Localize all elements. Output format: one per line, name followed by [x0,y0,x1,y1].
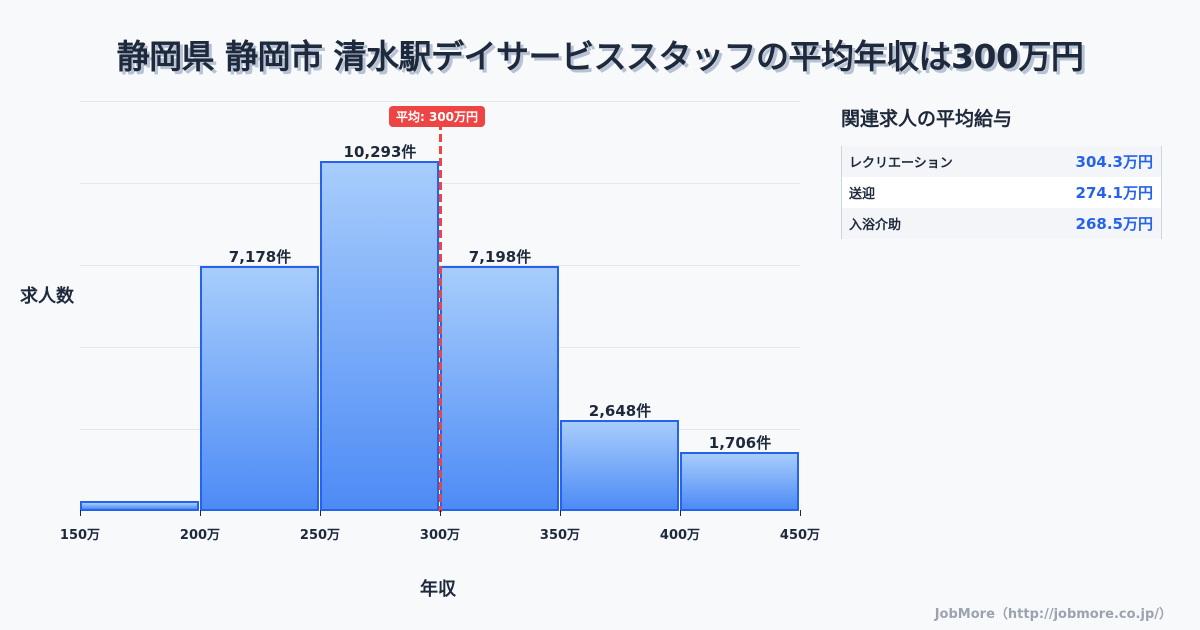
x-tick [440,510,441,516]
bar-400-450[interactable] [680,452,799,511]
related-job-name: レクリエーション [849,156,953,171]
histogram-chart: 求人数 7,178件 10,293件 7,198件 2,648件 1,706件 … [20,101,820,600]
footer-credit: JobMore（http://jobmore.co.jp/） [934,607,1172,622]
page-title: 静岡県 静岡市 清水駅デイサービススタッフの平均年収は300万円 [116,37,1084,76]
related-salary-row[interactable]: レクリエーション 304.3万円 [842,146,1161,177]
related-job-salary: 304.3万円 [1075,153,1153,171]
bar-250-300[interactable] [320,161,439,511]
x-tick-label: 150万 [59,528,101,543]
average-line [439,122,442,512]
related-job-salary: 268.5万円 [1075,215,1153,233]
related-salary-row[interactable]: 入浴介助 268.5万円 [842,208,1161,239]
x-tick-label: 450万 [779,528,821,543]
related-salary-row[interactable]: 送迎 274.1万円 [842,177,1161,208]
bar-value-label: 1,706件 [708,434,772,452]
x-tick [560,510,561,516]
related-salary-title: 関連求人の平均給与 [841,108,1013,130]
x-tick [800,510,801,516]
bar-150-200[interactable] [80,501,199,511]
x-tick [200,510,201,516]
x-tick [320,510,321,516]
x-axis-label: 年収 [420,579,456,600]
average-badge: 平均: 300万円 [389,106,486,127]
x-tick [80,510,81,516]
gridline [80,101,800,102]
x-tick [680,510,681,516]
related-job-name: 入浴介助 [849,218,902,233]
y-axis-label: 求人数 [20,286,74,307]
related-salary-table: レクリエーション 304.3万円 送迎 274.1万円 入浴介助 268.5万円 [841,146,1162,239]
x-tick-label: 250万 [299,528,341,543]
x-tick-label: 300万 [419,528,461,543]
related-job-salary: 274.1万円 [1075,184,1153,202]
bar-350-400[interactable] [560,420,679,511]
bar-value-label: 7,198件 [468,248,532,266]
x-tick-label: 400万 [659,528,701,543]
bar-200-250[interactable] [200,266,319,511]
bar-value-label: 10,293件 [343,143,417,161]
x-tick-label: 350万 [539,528,581,543]
related-job-name: 送迎 [849,187,876,202]
x-tick-label: 200万 [179,528,221,543]
bar-value-label: 7,178件 [228,248,292,266]
bar-value-label: 2,648件 [588,402,652,420]
bar-300-350[interactable] [440,266,559,511]
